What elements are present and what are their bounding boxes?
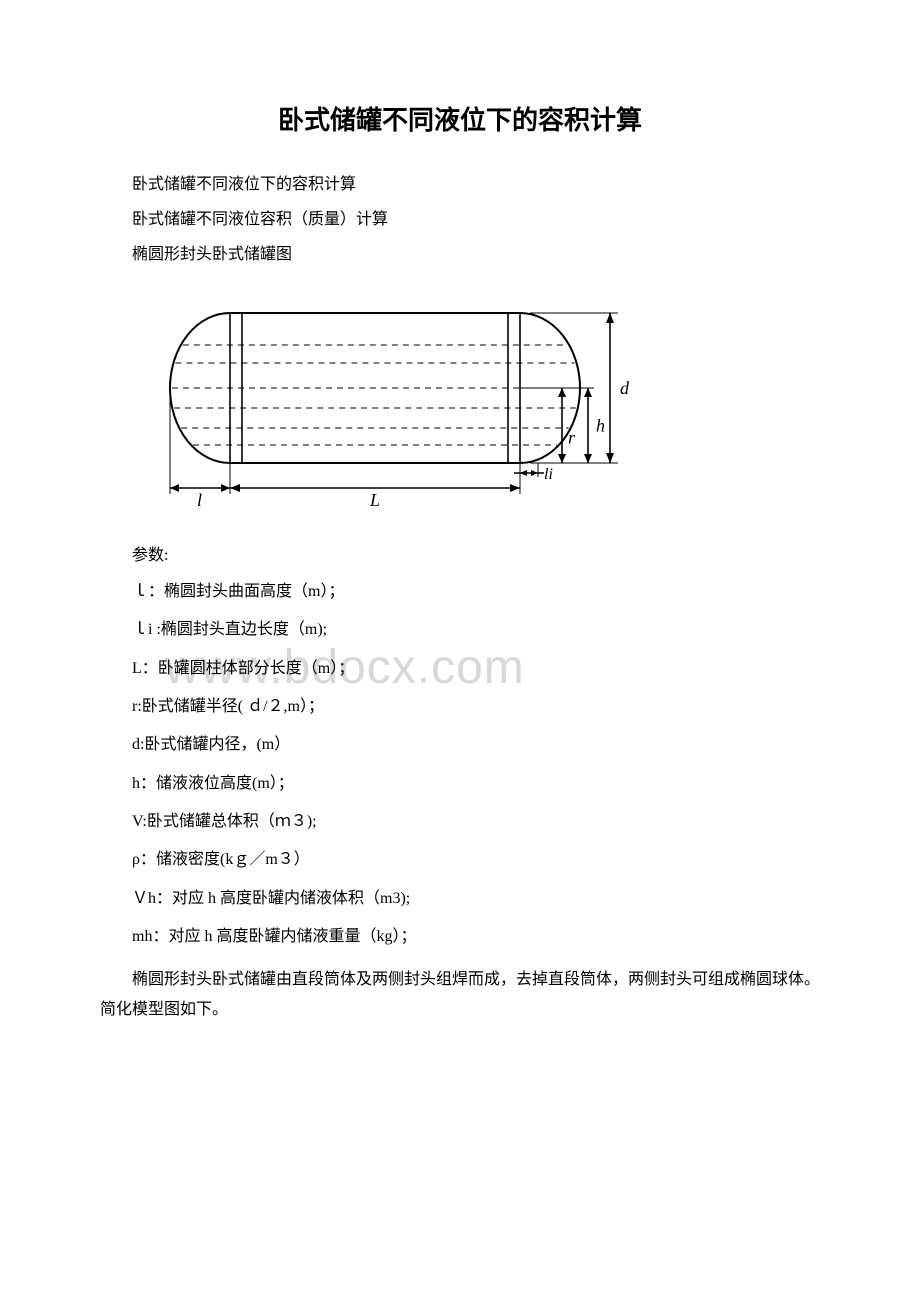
svg-text:li: li	[544, 466, 553, 483]
param-mh: mh：对应 h 高度卧罐内储液重量（kg）；	[100, 918, 820, 956]
param-rho: ρ：储液密度(kｇ／m３）	[100, 841, 820, 879]
final-paragraph: 椭圆形封头卧式储罐由直段筒体及两侧封头组焊而成，去掉直段筒体，两侧封头可组成椭圆…	[100, 965, 820, 1026]
params-header: 参数:	[100, 538, 820, 573]
svg-text:L: L	[369, 490, 380, 510]
line-2: 卧式储罐不同液位容积（质量）计算	[100, 202, 820, 237]
param-d: d:卧式储罐内径，(m）	[100, 726, 820, 764]
svg-text:l: l	[197, 490, 202, 510]
param-l: ｌ：椭圆封头曲面高度（m）；	[100, 573, 820, 611]
tank-diagram: dhr Ll li	[150, 293, 820, 518]
svg-text:d: d	[620, 378, 630, 398]
svg-text:r: r	[568, 427, 576, 447]
line-3: 椭圆形封头卧式储罐图	[100, 237, 820, 272]
svg-text:h: h	[596, 415, 605, 435]
param-h: h：储液液位高度(m）；	[100, 765, 820, 803]
document-content: 卧式储罐不同液位下的容积计算 卧式储罐不同液位下的容积计算 卧式储罐不同液位容积…	[100, 100, 820, 1025]
param-Vh: Ｖh：对应 h 高度卧罐内储液体积（m3);	[100, 880, 820, 918]
param-li: ｌi :椭圆封头直边长度（m);	[100, 611, 820, 649]
parameters-section: 参数: ｌ：椭圆封头曲面高度（m）； ｌi :椭圆封头直边长度（m); L：卧罐…	[100, 538, 820, 957]
line-1: 卧式储罐不同液位下的容积计算	[100, 167, 820, 202]
document-title: 卧式储罐不同液位下的容积计算	[100, 100, 820, 137]
param-V: V:卧式储罐总体积（ｍ３);	[100, 803, 820, 841]
param-r: r:卧式储罐半径( ｄ/２,m）；	[100, 688, 820, 726]
param-L: L：卧罐圆柱体部分长度（m）；	[100, 650, 820, 688]
